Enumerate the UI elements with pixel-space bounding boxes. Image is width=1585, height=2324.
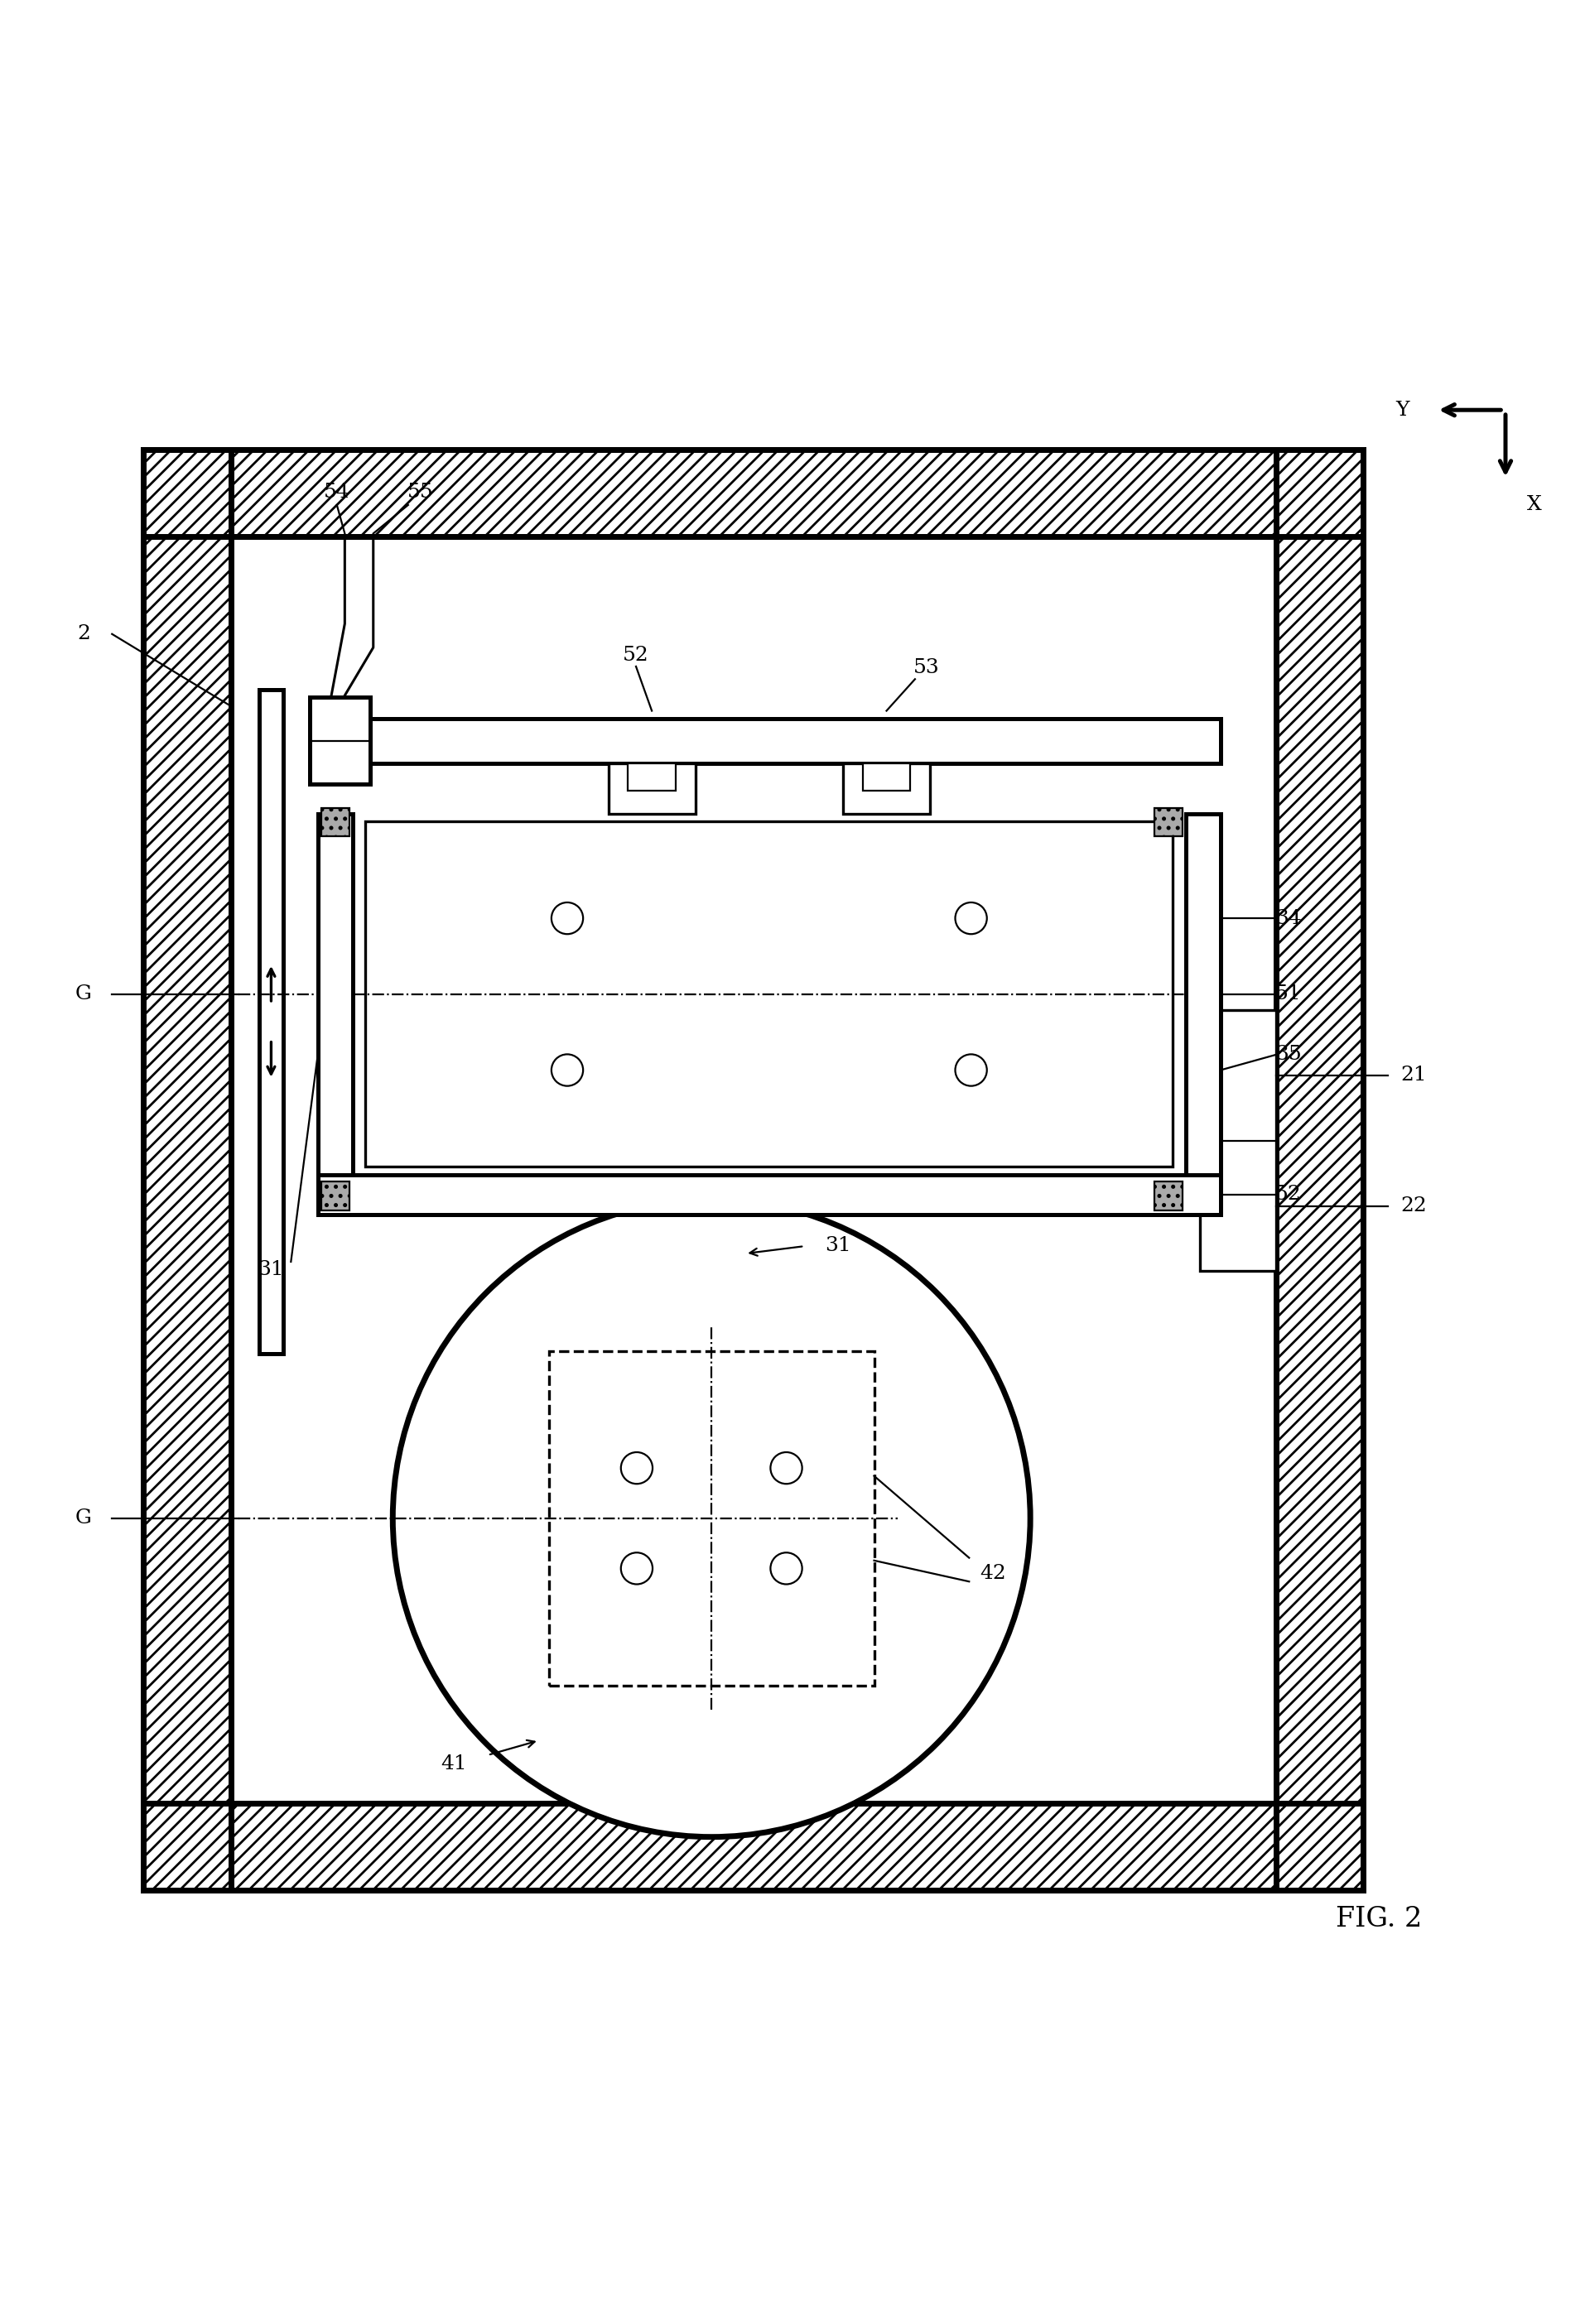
Text: 35: 35 — [1274, 1046, 1301, 1064]
Circle shape — [621, 1452, 653, 1483]
Text: 41: 41 — [441, 1755, 468, 1773]
Bar — [322, 1183, 350, 1211]
Circle shape — [954, 1055, 986, 1085]
Ellipse shape — [393, 1199, 1030, 1836]
Bar — [609, 762, 694, 813]
Text: X: X — [1526, 495, 1541, 514]
Text: 2: 2 — [78, 625, 90, 644]
Bar — [231, 537, 1276, 1803]
Text: 22: 22 — [1400, 1197, 1426, 1215]
Bar — [1154, 809, 1182, 837]
Bar — [548, 1350, 873, 1685]
Circle shape — [770, 1552, 802, 1585]
Bar — [144, 1803, 1362, 1889]
Text: Y: Y — [1395, 400, 1409, 421]
Text: 31: 31 — [824, 1236, 851, 1255]
Text: 52: 52 — [1274, 1185, 1301, 1204]
Circle shape — [770, 1452, 802, 1483]
Text: 51: 51 — [1274, 985, 1301, 1004]
Bar — [317, 1174, 1220, 1213]
Bar — [144, 449, 231, 1889]
Bar — [1186, 813, 1220, 1213]
Bar — [628, 762, 675, 790]
Text: 55: 55 — [407, 483, 434, 502]
Bar — [365, 823, 1173, 1167]
Bar — [258, 690, 282, 1353]
Text: G: G — [74, 985, 92, 1004]
Bar — [144, 449, 1362, 537]
Text: FIG. 2: FIG. 2 — [1335, 1906, 1422, 1931]
Bar — [843, 762, 929, 813]
Text: 21: 21 — [1400, 1067, 1426, 1085]
Circle shape — [954, 902, 986, 934]
Bar — [1276, 449, 1362, 1889]
Bar — [144, 449, 1362, 537]
Text: 53: 53 — [913, 658, 938, 679]
Circle shape — [552, 1055, 583, 1085]
Bar — [317, 813, 352, 1213]
Text: 31: 31 — [257, 1260, 284, 1278]
Bar — [317, 718, 1220, 762]
Text: 52: 52 — [623, 646, 648, 665]
Text: 54: 54 — [323, 483, 350, 502]
Bar — [144, 449, 231, 1889]
Bar — [1154, 1183, 1182, 1211]
Bar — [862, 762, 910, 790]
Bar — [322, 809, 350, 837]
Circle shape — [621, 1552, 653, 1585]
Bar — [1200, 1011, 1276, 1271]
Text: 42: 42 — [980, 1564, 1005, 1583]
Bar — [1276, 449, 1362, 1889]
Bar — [309, 697, 369, 786]
Text: G: G — [74, 1508, 92, 1527]
Text: 34: 34 — [1274, 909, 1301, 927]
Circle shape — [552, 902, 583, 934]
Bar — [144, 1803, 1362, 1889]
